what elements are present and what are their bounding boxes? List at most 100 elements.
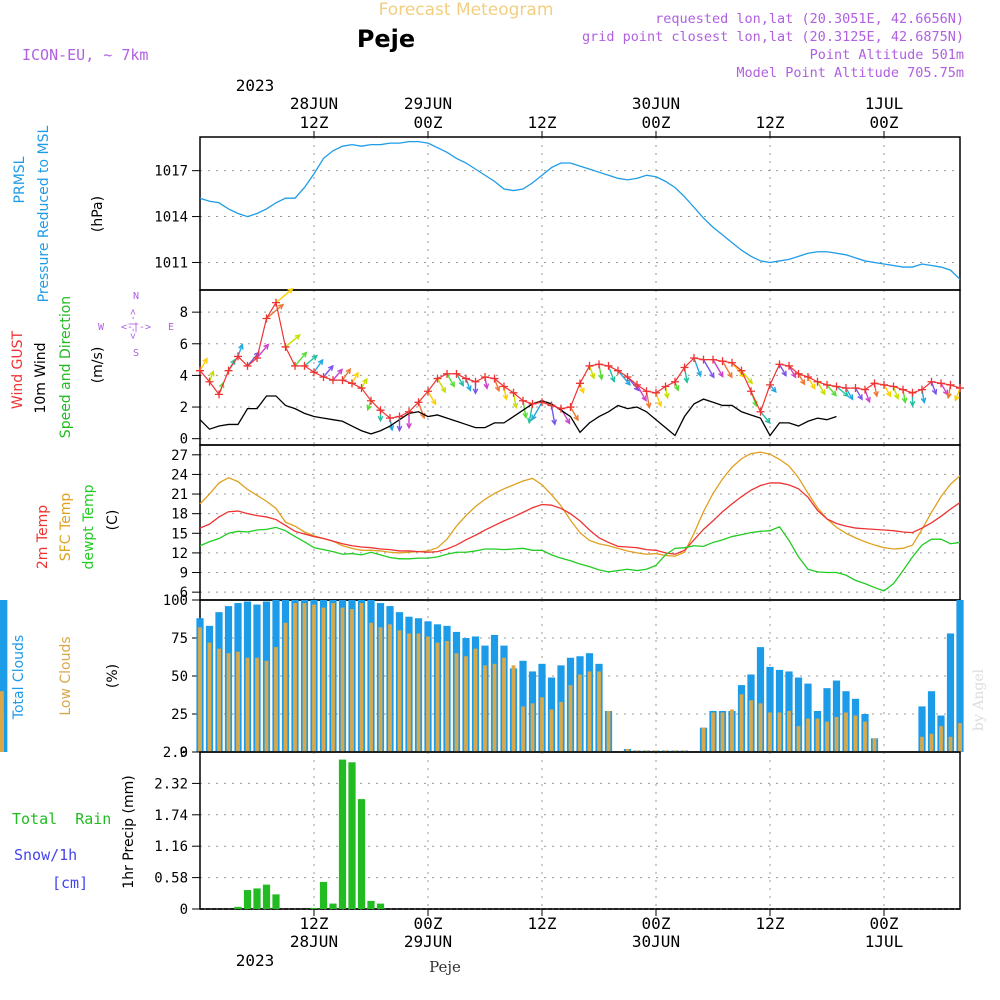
- low-cloud-bar: [796, 726, 801, 752]
- low-cloud-bar: [331, 603, 335, 752]
- wind-direction-arrow: [465, 378, 471, 391]
- wind-direction-arrowhead: [311, 354, 318, 361]
- wind-direction-arrowhead: [663, 392, 670, 400]
- bottom-year-label: 2023: [236, 951, 275, 970]
- low-cloud-bar: [844, 712, 848, 752]
- low-cloud-bar: [948, 736, 953, 752]
- pressure-ytick-label: 1017: [154, 164, 188, 180]
- wind-gust-marker: [956, 384, 964, 393]
- wind-direction-arrowhead: [294, 334, 301, 340]
- wind-gust-marker: [927, 377, 936, 386]
- wind-gust-marker: [737, 366, 746, 375]
- precip-unit: 1hr Precip (mm): [121, 775, 137, 888]
- precip-panel: 0 0.58 1.16 1.74 2.32 2.9: [154, 745, 961, 918]
- wind-direction-arrow: [351, 372, 359, 384]
- wind-gust-marker: [224, 366, 233, 375]
- wind-direction-arrow: [531, 401, 543, 420]
- top-date-label: 29JUN: [404, 94, 452, 113]
- requested-location: requested lon,lat (20.3051E, 42.6656N): [655, 11, 964, 27]
- wind-direction-arrowhead: [656, 400, 663, 408]
- wind-gust-marker: [851, 384, 860, 393]
- wind-ytick-label: 6: [180, 337, 188, 353]
- wind-direction-arrowhead: [472, 388, 479, 395]
- pressure-line: [199, 140, 961, 280]
- pressure-ytick-label: 1014: [154, 210, 188, 226]
- pressure-label-2: Pressure Reduced to MSL: [36, 125, 52, 302]
- wind-direction-arrowhead: [238, 343, 244, 350]
- wind-direction-arrowhead: [847, 394, 854, 401]
- wind-direction-arrow: [740, 370, 753, 384]
- wind-direction-arrowhead: [458, 380, 465, 387]
- compass-west: W: [98, 322, 105, 333]
- wind-direction-arrowhead: [573, 415, 579, 422]
- wind-gust-marker: [832, 382, 841, 391]
- wind-gust-marker: [823, 380, 831, 389]
- low-cloud-bar: [559, 701, 563, 752]
- wind-direction-arrowhead: [440, 386, 447, 394]
- top-hour-label: 12Z: [528, 113, 557, 132]
- wind-gust-marker: [585, 361, 594, 370]
- cloud-ytick-label: 50: [171, 669, 188, 685]
- wind-direction-arrowhead: [263, 343, 270, 350]
- wind-direction-arrowhead: [747, 378, 754, 385]
- wind-gust-marker: [386, 414, 394, 423]
- wind-direction-arrowhead: [502, 394, 509, 401]
- compass-south: S: [133, 348, 139, 359]
- rain-bar: [338, 759, 347, 909]
- wind-gust-marker: [215, 390, 223, 399]
- wind-gust-marker: [680, 363, 689, 372]
- low-cloud-bar: [749, 700, 753, 752]
- wind-gust-marker: [785, 361, 793, 370]
- wind-gust-marker: [471, 377, 480, 386]
- wind-gust-marker: [908, 388, 917, 397]
- low-cloud-bar: [701, 727, 706, 752]
- wind-compass: N <-|-> S W <-|-> E: [98, 291, 174, 359]
- wind-direction-arrowhead: [494, 385, 501, 393]
- bottom-date-label: 28JUN: [290, 932, 338, 951]
- wind-ytick-label: 4: [180, 368, 188, 384]
- wind-direction-arrow: [266, 304, 284, 320]
- compass-east: E: [168, 322, 174, 333]
- cloud-ytick-label: 0: [180, 745, 188, 761]
- low-cloud-bar: [768, 712, 772, 752]
- top-year-label: 2023: [236, 76, 275, 95]
- low-cloud-bar: [0, 691, 4, 752]
- wind-direction-arrow: [816, 381, 826, 395]
- wind-ytick-label: 2: [180, 400, 188, 416]
- wind-direction-arrowhead: [598, 374, 604, 381]
- low-cloud-bar: [568, 685, 573, 752]
- wind-direction-arrowhead: [885, 391, 892, 398]
- wind-gust-marker: [462, 374, 470, 383]
- wind-direction-arrowhead: [483, 383, 490, 390]
- wind-direction-arrowhead: [430, 399, 437, 406]
- low-cloud-bar: [435, 642, 440, 752]
- wind-direction-arrow: [493, 378, 500, 392]
- wind-direction-arrowhead: [901, 397, 908, 404]
- wind-direction-arrow: [930, 381, 937, 395]
- low-cloud-bar: [720, 712, 725, 752]
- wind-direction-arrowhead: [781, 370, 787, 377]
- low-cloud-bar: [293, 603, 297, 752]
- wind-gust-marker: [870, 379, 879, 388]
- low-cloud-bar: [654, 750, 658, 752]
- wind-direction-arrowhead: [579, 387, 585, 395]
- wind-speed-line: [199, 395, 837, 437]
- wind-gust-marker: [614, 366, 622, 375]
- temp-ytick-label: 9: [180, 566, 188, 582]
- low-cloud-bar: [226, 653, 231, 752]
- wind-gust-marker: [243, 361, 252, 370]
- wind-direction-arrowhead: [522, 412, 529, 419]
- wind-direction-arrowhead: [946, 392, 952, 400]
- total-cloud-bar: [823, 688, 831, 752]
- low-cloud-bar: [426, 636, 430, 752]
- wind-direction-arrowhead: [345, 367, 352, 375]
- wind-gust-marker: [861, 385, 869, 394]
- wind-direction-arrowhead: [770, 386, 777, 393]
- wind-direction-arrowhead: [512, 402, 519, 410]
- temp-panel: 6 9 12 15 18 21 24 27: [171, 444, 961, 601]
- sfc-temp-line: [199, 451, 961, 557]
- wind-direction-arrowhead: [287, 287, 294, 294]
- wind-direction-arrowhead: [277, 303, 285, 310]
- wind-direction-arrow: [417, 402, 425, 419]
